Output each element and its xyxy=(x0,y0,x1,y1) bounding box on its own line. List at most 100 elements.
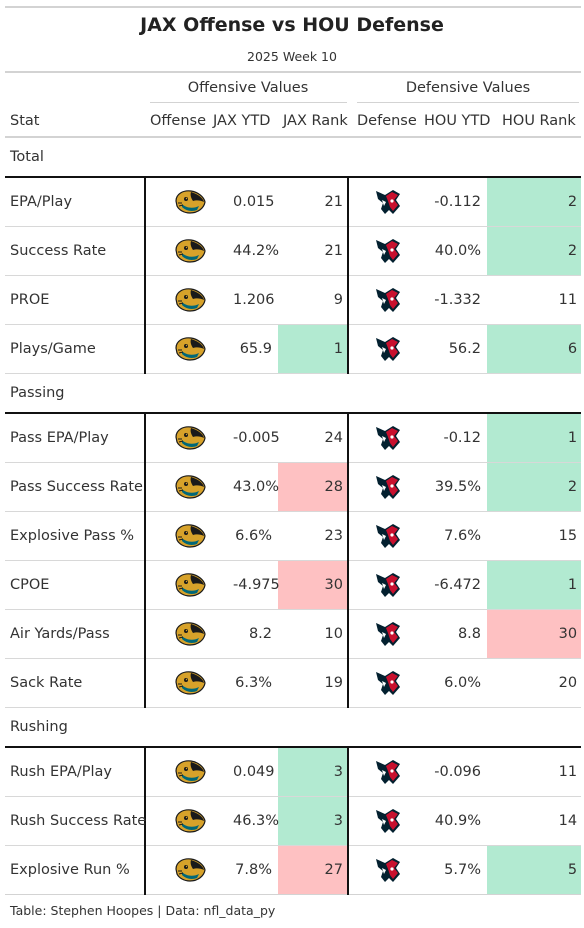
hou-rank-value: 2 xyxy=(487,226,582,276)
jax-rank-value: 10 xyxy=(278,609,348,659)
hou-ytd-value: -1.332 xyxy=(426,275,487,325)
stat-label: EPA/Play xyxy=(5,177,145,227)
hou-ytd-value: 39.5% xyxy=(426,462,487,512)
group-row: Passing xyxy=(5,373,582,414)
hou-ytd-value: 7.6% xyxy=(426,511,487,561)
texans-logo-icon xyxy=(347,511,426,561)
hou-ytd-value: 8.8 xyxy=(426,609,487,659)
table-subtitle: 2025 Week 10 xyxy=(247,49,337,64)
jaguars-logo-icon xyxy=(144,560,233,610)
col-header-hou-rank: HOU Rank xyxy=(502,113,576,129)
hou-ytd-value: 5.7% xyxy=(426,845,487,895)
texans-logo-icon xyxy=(347,658,426,708)
jaguars-logo-icon xyxy=(144,658,233,708)
table-row: Pass EPA/Play -0.005 24 -0.12 1 xyxy=(5,413,582,463)
stat-label: Explosive Run % xyxy=(5,845,145,895)
hou-rank-value: 14 xyxy=(487,796,582,846)
hou-rank-value: 20 xyxy=(487,658,582,708)
hou-rank-value: 11 xyxy=(487,747,582,797)
jax-ytd-value: -4.975 xyxy=(233,560,280,610)
stat-label: Pass EPA/Play xyxy=(5,413,145,463)
defensive-values-spanner: Defensive Values xyxy=(405,80,531,96)
jaguars-logo-icon xyxy=(144,609,233,659)
hou-rank-value: 2 xyxy=(487,177,582,227)
jax-ytd-value: 0.015 xyxy=(233,177,278,227)
hou-ytd-value: -0.112 xyxy=(426,177,487,227)
jax-rank-value: 21 xyxy=(278,177,348,227)
texans-logo-icon xyxy=(347,324,426,374)
jax-rank-value: 23 xyxy=(278,511,348,561)
table-footer: Table: Stephen Hoopes | Data: nfl_data_p… xyxy=(10,903,276,918)
hou-rank-value: 2 xyxy=(487,462,582,512)
jaguars-logo-icon xyxy=(144,511,233,561)
stat-label: Air Yards/Pass xyxy=(5,609,145,659)
table-row: Rush EPA/Play 0.049 3 -0.096 11 xyxy=(5,747,582,797)
jaguars-logo-icon xyxy=(144,413,233,463)
stat-label: Explosive Pass % xyxy=(5,511,145,561)
stat-label: Pass Success Rate xyxy=(5,462,145,512)
group-label: Rushing xyxy=(5,707,582,748)
hou-ytd-value: 6.0% xyxy=(426,658,487,708)
col-header-stat: Stat xyxy=(10,113,40,129)
col-header-jax-rank: JAX Rank xyxy=(283,113,348,129)
jaguars-logo-icon xyxy=(144,747,233,797)
texans-logo-icon xyxy=(347,609,426,659)
hou-ytd-value: 40.0% xyxy=(426,226,487,276)
jax-rank-value: 9 xyxy=(278,275,348,325)
jax-ytd-value: 44.2% xyxy=(233,226,279,276)
group-row: Total xyxy=(5,138,582,178)
texans-logo-icon xyxy=(347,747,426,797)
table-row: Rush Success Rate 46.3% 3 40.9% 14 xyxy=(5,796,582,846)
hou-rank-value: 5 xyxy=(487,845,582,895)
stat-label: PROE xyxy=(5,275,145,325)
jax-ytd-value: 8.2 xyxy=(233,609,278,659)
table-row: Air Yards/Pass 8.2 10 8.8 30 xyxy=(5,609,582,659)
jax-ytd-value: 1.206 xyxy=(233,275,278,325)
jax-ytd-value: 7.8% xyxy=(233,845,278,895)
jax-rank-value: 24 xyxy=(278,413,348,463)
table-row: Explosive Run % 7.8% 27 5.7% 5 xyxy=(5,845,582,895)
stat-label: Rush EPA/Play xyxy=(5,747,145,797)
jaguars-logo-icon xyxy=(144,275,233,325)
stat-label: Sack Rate xyxy=(5,658,145,708)
header-top-rule xyxy=(5,71,581,73)
jax-ytd-value: 0.049 xyxy=(233,747,278,797)
table-row: Explosive Pass % 6.6% 23 7.6% 15 xyxy=(5,511,582,561)
offensive-spanner-rule xyxy=(150,102,347,103)
group-label: Total xyxy=(5,138,582,178)
jax-rank-value: 28 xyxy=(278,462,348,512)
hou-rank-value: 15 xyxy=(487,511,582,561)
texans-logo-icon xyxy=(347,845,426,895)
jax-ytd-value: 43.0% xyxy=(233,462,279,512)
jax-rank-value: 3 xyxy=(278,796,348,846)
jax-rank-value: 1 xyxy=(278,324,348,374)
texans-logo-icon xyxy=(347,796,426,846)
texans-logo-icon xyxy=(347,275,426,325)
hou-rank-value: 1 xyxy=(487,413,582,463)
col-header-hou-ytd: HOU YTD xyxy=(424,113,491,129)
jax-rank-value: 30 xyxy=(278,560,348,610)
jaguars-logo-icon xyxy=(144,845,233,895)
stats-table: Total EPA/Play 0.015 21 -0.112 2 Success Rate 4… xyxy=(5,138,582,895)
hou-ytd-value: 56.2 xyxy=(426,324,487,374)
hou-rank-value: 30 xyxy=(487,609,582,659)
jaguars-logo-icon xyxy=(144,226,233,276)
jax-rank-value: 21 xyxy=(278,226,348,276)
jax-ytd-value: -0.005 xyxy=(233,413,280,463)
hou-ytd-value: -0.12 xyxy=(426,413,487,463)
jax-rank-value: 19 xyxy=(278,658,348,708)
stat-label: CPOE xyxy=(5,560,145,610)
group-label: Passing xyxy=(5,373,582,414)
jax-ytd-value: 6.3% xyxy=(233,658,278,708)
texans-logo-icon xyxy=(347,177,426,227)
table-row: Success Rate 44.2% 21 40.0% 2 xyxy=(5,226,582,276)
stat-label: Rush Success Rate xyxy=(5,796,146,846)
hou-ytd-value: -6.472 xyxy=(426,560,487,610)
jax-ytd-value: 46.3% xyxy=(233,796,279,846)
top-rule xyxy=(5,6,581,8)
table-row: EPA/Play 0.015 21 -0.112 2 xyxy=(5,177,582,227)
texans-logo-icon xyxy=(347,413,426,463)
defensive-spanner-rule xyxy=(357,102,579,103)
col-header-offense: Offense xyxy=(150,113,206,129)
texans-logo-icon xyxy=(347,560,426,610)
